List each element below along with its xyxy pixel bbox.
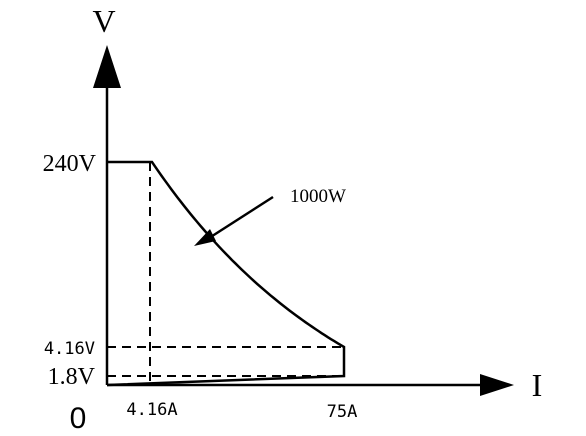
x-axis-label: I: [532, 367, 543, 403]
power-annotation-arrow-shaft: [205, 195, 274, 242]
x-tick-label-75a: 75A: [327, 402, 358, 422]
y-tick-label-4-16v: 4.16V: [44, 339, 95, 359]
y-tick-label-1-8v: 1.8V: [48, 364, 96, 390]
y-tick-label-240v: 240V: [43, 151, 97, 177]
y-axis-arrowhead: [93, 45, 121, 88]
operating-boundary-line: [106, 160, 346, 387]
y-axis-label: V: [92, 3, 115, 39]
power-annotation-label: 1000W: [290, 186, 346, 207]
origin-label: 0: [70, 402, 87, 435]
x-axis-arrowhead: [480, 374, 514, 396]
x-tick-label-4-16a: 4.16A: [126, 400, 177, 420]
power-annotation-arrowhead: [194, 229, 216, 246]
